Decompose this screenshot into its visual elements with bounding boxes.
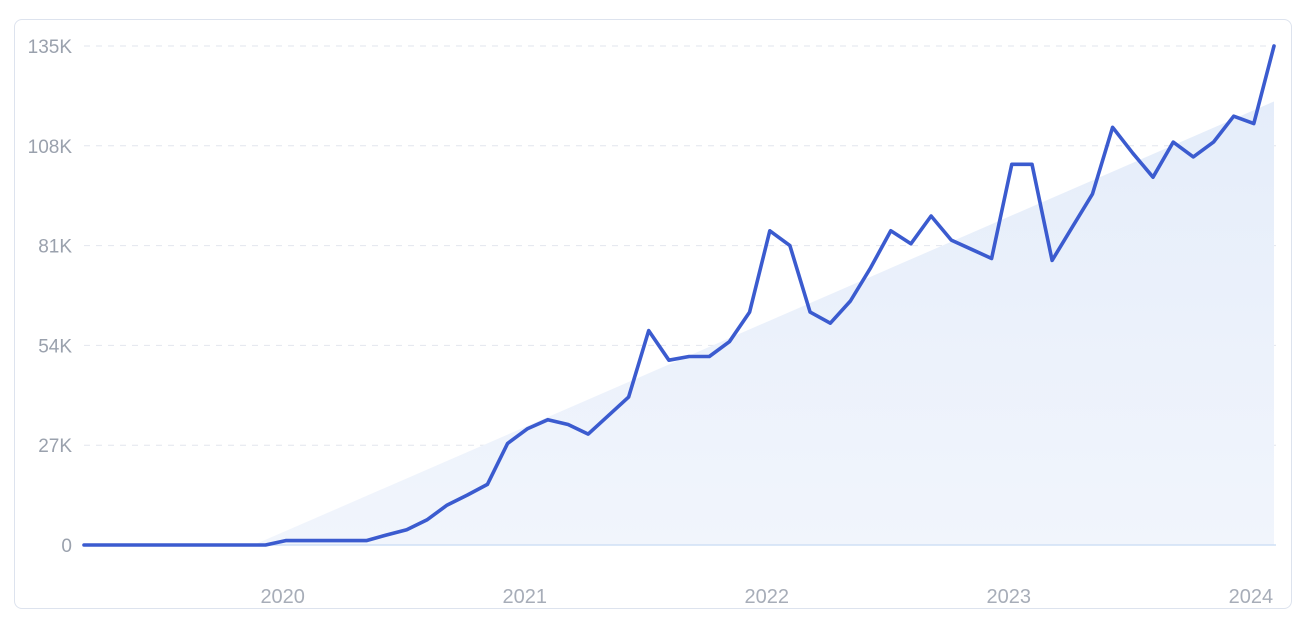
x-tick-label: 2022 bbox=[745, 586, 790, 608]
x-tick-label: 2020 bbox=[260, 586, 305, 608]
y-tick-label: 27K bbox=[38, 436, 72, 457]
y-tick-label: 135K bbox=[28, 37, 73, 58]
y-tick-label: 108K bbox=[28, 137, 73, 158]
y-tick-label: 0 bbox=[61, 536, 72, 557]
series-line-layer bbox=[82, 44, 1276, 547]
y-tick-label: 81K bbox=[38, 237, 72, 258]
trend-area bbox=[253, 101, 1275, 545]
y-tick-label: 54K bbox=[38, 336, 72, 357]
x-tick-label: 2023 bbox=[987, 586, 1032, 608]
trend-area-layer bbox=[253, 101, 1275, 545]
x-tick-label: 2024 bbox=[1229, 586, 1274, 608]
series-line bbox=[82, 44, 1276, 547]
x-axis-ticks: 2020 2021 2022 2023 2024 bbox=[260, 586, 1273, 608]
y-axis-ticks: 0 27K 54K 81K 108K 135K bbox=[28, 37, 73, 557]
x-tick-label: 2021 bbox=[502, 586, 547, 608]
